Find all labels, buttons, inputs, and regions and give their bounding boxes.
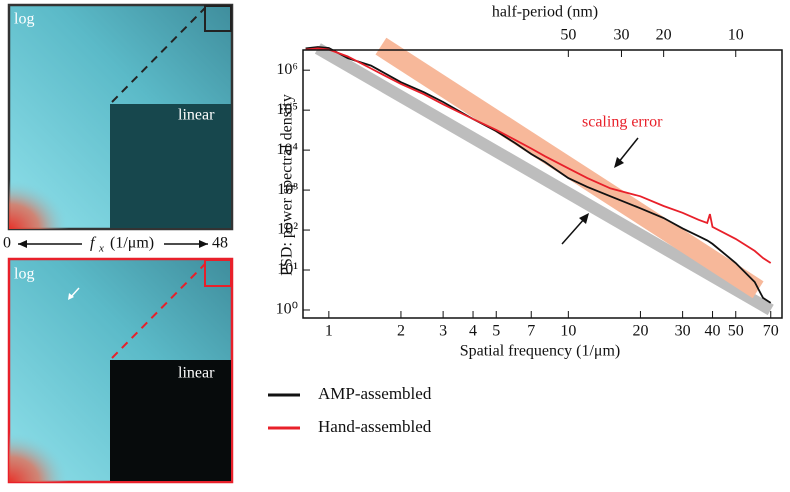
x-tick-label: 7 — [527, 323, 535, 340]
plot-frame — [302, 49, 783, 319]
fx-symbol: f — [90, 235, 97, 252]
arrow-head — [614, 157, 624, 168]
panel-label: log — [14, 266, 34, 283]
axis-start: 0 — [3, 235, 11, 252]
x-tick-label: 70 — [763, 323, 779, 340]
x2-tick-label: 10 — [728, 27, 744, 44]
fx-unit: (1/μm) — [110, 235, 154, 252]
fx-subscript: x — [98, 243, 104, 255]
bottom-panel: log linear — [7, 257, 234, 484]
x-tick-label: 5 — [492, 323, 500, 340]
image-blob — [9, 382, 129, 482]
series-line — [305, 46, 772, 304]
x2-axis-label: half-period (nm) — [492, 4, 598, 21]
x-tick-label: 4 — [469, 323, 477, 340]
arrow-head — [579, 213, 589, 224]
x-tick-label: 20 — [632, 323, 648, 340]
fit-band — [314, 43, 774, 316]
inset-label: linear — [178, 365, 215, 382]
y-tick-label: 10⁰ — [276, 301, 298, 318]
y-tick-label: 10⁵ — [276, 101, 298, 118]
x-tick-label: 30 — [675, 323, 691, 340]
inset-texture — [110, 104, 231, 228]
series-line — [305, 47, 772, 264]
arrow-head — [199, 240, 208, 248]
pointer-head — [68, 293, 74, 300]
y-tick-label: 10³ — [277, 181, 298, 198]
inset-label: linear — [178, 107, 215, 124]
axis-end: 48 — [212, 235, 228, 252]
annotation-arrow — [561, 217, 586, 245]
image-blob — [9, 130, 129, 229]
annotation: scaling error — [582, 114, 663, 131]
x2-tick-label: 50 — [560, 27, 576, 44]
panel-label: log — [14, 11, 34, 28]
legend-label: AMP-assembled — [318, 384, 432, 403]
inset — [110, 104, 231, 228]
y-tick-label: 10¹ — [277, 261, 298, 278]
inset — [110, 360, 231, 481]
y-tick-label: 10⁶ — [276, 61, 298, 78]
x-axis-label: Spatial frequency (1/μm) — [460, 343, 621, 360]
top-panel: log linear — [7, 3, 234, 231]
x-tick-label: 1 — [325, 323, 333, 340]
fx-axis: 0 f x (1/μm) 48 — [3, 235, 228, 255]
arrow-head — [18, 240, 27, 248]
corner-box — [204, 259, 232, 287]
y-tick-label: 10² — [277, 221, 298, 238]
y-tick-label: 10⁴ — [276, 141, 298, 158]
x2-tick-label: 20 — [656, 27, 672, 44]
psd-chart: half-period (nm) Spatial frequency (1/μm… — [279, 4, 663, 360]
x-tick-label: 50 — [728, 323, 744, 340]
x-tick-label: 3 — [439, 323, 447, 340]
x-tick-label: 40 — [705, 323, 721, 340]
y-axis-label: PSD: power spectral density — [279, 94, 296, 276]
legend-label: Hand-assembled — [318, 417, 432, 436]
corner-box — [204, 5, 232, 32]
x-tick-label: 2 — [397, 323, 405, 340]
annotation-arrow — [617, 137, 639, 164]
x-tick-label: 10 — [560, 323, 576, 340]
x2-tick-label: 30 — [613, 27, 629, 44]
